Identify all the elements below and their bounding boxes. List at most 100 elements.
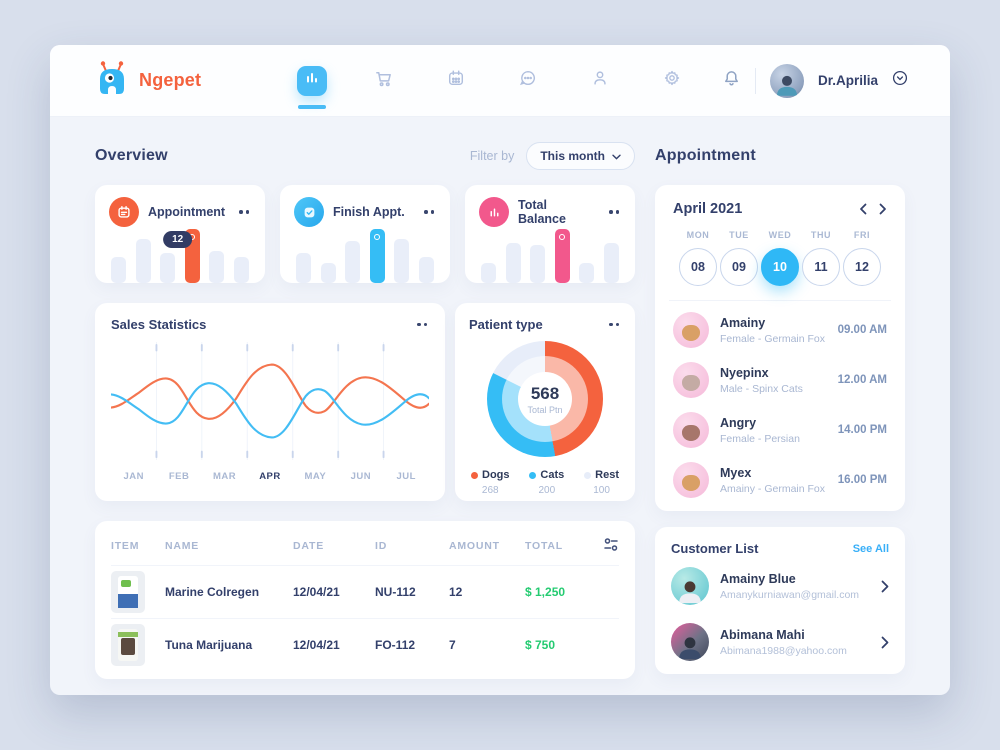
mini-bar-chart [109,227,251,283]
chevron-right-icon[interactable] [881,636,889,649]
bar-chart-icon [304,70,320,91]
date-cell[interactable]: 11 [802,248,840,286]
stat-card-total-balance[interactable]: Total Balance [465,185,635,283]
pet-name: Amainy [720,315,766,330]
date-cell[interactable]: 09 [720,248,758,286]
stat-card-finish-appt[interactable]: Finish Appt. [280,185,450,283]
month-label: JUL [396,471,416,482]
customer-email: Abimana1988@yahoo.com [720,644,847,657]
pet-name: Angry [720,415,757,430]
patient-type-card: Patient type 568 Total Ptn [455,303,635,501]
table-row[interactable]: Tuna Marijuana 12/04/21 FO-112 7 $ 750 [111,618,619,671]
legend-dogs: Dogs 268 [471,469,510,496]
appointment-item[interactable]: Amainy Female - Germain Fox 09.00 AM [673,305,887,355]
table-row[interactable]: Marine Colregen 12/04/21 NU-112 12 $ 1,2… [111,565,619,618]
nav-calendar[interactable] [441,66,471,96]
card-menu-dots-icon[interactable] [607,319,621,331]
cell-id: FO-112 [375,638,416,652]
nav-profile[interactable] [585,66,615,96]
stat-card-title: Appointment [148,205,226,219]
donut-legend: Dogs 268 Cats 200 Rest 100 [469,469,621,496]
pet-detail: Female - Persian [720,432,800,445]
main-nav [295,65,688,109]
donut-total: 568 [530,383,560,403]
product-image [111,624,145,666]
stat-cards: Appointment 12 Finish Appt. [95,185,635,283]
calendar-dates: 08 09 10 11 12 [673,248,887,286]
cell-total: $ 750 [525,638,556,652]
month-axis: JAN FEB MAR APR MAY JUN JUL [111,471,429,482]
bar-chart-icon [479,197,509,227]
appointment-time: 09.00 AM [837,324,887,336]
calendar-day-names: MON TUE WED THU FRI [686,230,871,240]
bell-icon[interactable] [722,69,741,93]
appointment-card: April 2021 MON TUE WED THU F [655,185,905,511]
nav-messages[interactable] [513,66,543,96]
app-window: Ngepet [50,45,950,695]
customer-email: Amanykurniawan@gmail.com [720,588,860,601]
month-label: MAY [304,471,327,482]
nav-settings[interactable] [657,66,687,96]
appointment-panel-title: Appointment [655,147,756,164]
sales-line-blue [109,382,431,439]
value-badge: 12 [163,231,193,248]
logo-text: Ngepet [139,70,202,90]
sales-title: Sales Statistics [111,317,207,332]
person-icon [591,69,609,92]
card-menu-dots-icon[interactable] [422,206,436,218]
month-label: FEB [168,471,190,482]
page-title: Overview [95,147,168,164]
table-header-row: ITEM NAME DATE ID AMOUNT TOTAL [111,527,619,565]
user-menu-chevron-icon[interactable] [892,70,908,91]
stat-card-appointment[interactable]: Appointment 12 [95,185,265,283]
calendar-next-icon[interactable] [879,203,887,215]
customer-list-title: Customer List [671,541,759,556]
appointment-item[interactable]: Angry Female - Persian 14.00 PM [673,405,887,455]
date-cell[interactable]: 08 [679,248,717,286]
stat-card-title: Total Balance [518,198,566,226]
filter-label: Filter by [469,149,515,163]
pet-detail: Female - Germain Fox [720,332,826,345]
user-avatar[interactable] [769,63,804,98]
calendar-icon [447,69,465,92]
card-menu-dots-icon[interactable] [415,319,429,331]
logo[interactable]: Ngepet [95,60,295,101]
col-amount: AMOUNT [449,540,500,552]
header-right: Dr.Aprilia [688,63,908,98]
cell-date: 12/04/21 [293,585,340,599]
customer-item[interactable]: Amainy Blue Amanykurniawan@gmail.com [671,560,889,612]
pet-avatar [673,362,709,398]
cell-name: Tuna Marijuana [165,638,253,652]
appointment-item[interactable]: Nyepinx Male - Spinx Cats 12.00 AM [673,355,887,405]
col-name: NAME [165,540,200,552]
card-menu-dots-icon[interactable] [607,206,621,218]
gear-icon [663,69,681,92]
card-menu-dots-icon[interactable] [237,206,251,218]
month-label: JUN [350,471,372,482]
cell-total: $ 1,250 [525,585,566,599]
active-nav-underline [297,104,326,109]
check-icon [294,197,324,227]
stat-card-title: Finish Appt. [333,205,405,219]
filter-dropdown[interactable]: This month [526,142,635,170]
chat-icon [519,69,537,92]
mini-bar-chart [479,227,621,283]
customer-item[interactable]: Abimana Mahi Abimana1988@yahoo.com [671,616,889,668]
nav-cart[interactable] [369,66,399,96]
appointment-item[interactable]: Myex Amainy - Germain Fox 16.00 PM [673,455,887,505]
chevron-right-icon[interactable] [881,580,889,593]
appointment-time: 12.00 AM [837,374,887,386]
legend-rest: Rest 100 [584,469,619,496]
orders-table: ITEM NAME DATE ID AMOUNT TOTAL Ma [95,521,635,679]
date-cell[interactable]: 12 [843,248,881,286]
calendar-prev-icon[interactable] [859,203,867,215]
filter-value: This month [540,149,605,163]
see-all-link[interactable]: See All [852,542,889,555]
nav-dashboard[interactable] [296,65,327,109]
date-cell-selected[interactable]: 10 [761,248,799,286]
month-label: JAN [123,471,144,482]
pet-avatar [673,312,709,348]
patient-donut-chart: 568 Total Ptn [487,341,603,457]
column-settings-icon[interactable] [603,537,619,555]
col-id: ID [375,540,388,552]
